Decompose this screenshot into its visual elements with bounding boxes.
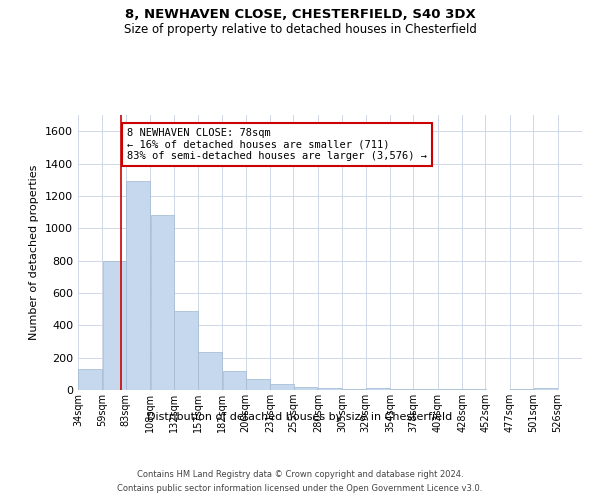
Bar — [79, 369, 102, 390]
Bar — [246, 380, 269, 390]
Bar — [510, 389, 534, 390]
Bar — [414, 389, 437, 390]
Bar — [318, 388, 342, 390]
Bar — [103, 260, 127, 390]
Bar — [391, 389, 414, 390]
Bar — [126, 182, 150, 390]
Text: Contains public sector information licensed under the Open Government Licence v3: Contains public sector information licen… — [118, 484, 482, 493]
Text: Distribution of detached houses by size in Chesterfield: Distribution of detached houses by size … — [148, 412, 452, 422]
Text: 8, NEWHAVEN CLOSE, CHESTERFIELD, S40 3DX: 8, NEWHAVEN CLOSE, CHESTERFIELD, S40 3DX — [125, 8, 475, 20]
Text: 8 NEWHAVEN CLOSE: 78sqm
← 16% of detached houses are smaller (711)
83% of semi-d: 8 NEWHAVEN CLOSE: 78sqm ← 16% of detache… — [127, 128, 427, 161]
Y-axis label: Number of detached properties: Number of detached properties — [29, 165, 40, 340]
Bar — [174, 310, 197, 390]
Bar — [533, 388, 557, 390]
Text: Contains HM Land Registry data © Crown copyright and database right 2024.: Contains HM Land Registry data © Crown c… — [137, 470, 463, 479]
Bar — [198, 352, 222, 390]
Bar — [463, 389, 486, 390]
Bar — [438, 389, 462, 390]
Bar — [366, 388, 389, 390]
Bar — [271, 384, 294, 390]
Text: Size of property relative to detached houses in Chesterfield: Size of property relative to detached ho… — [124, 22, 476, 36]
Bar — [223, 370, 246, 390]
Bar — [294, 387, 317, 390]
Bar — [343, 389, 366, 390]
Bar — [151, 216, 174, 390]
